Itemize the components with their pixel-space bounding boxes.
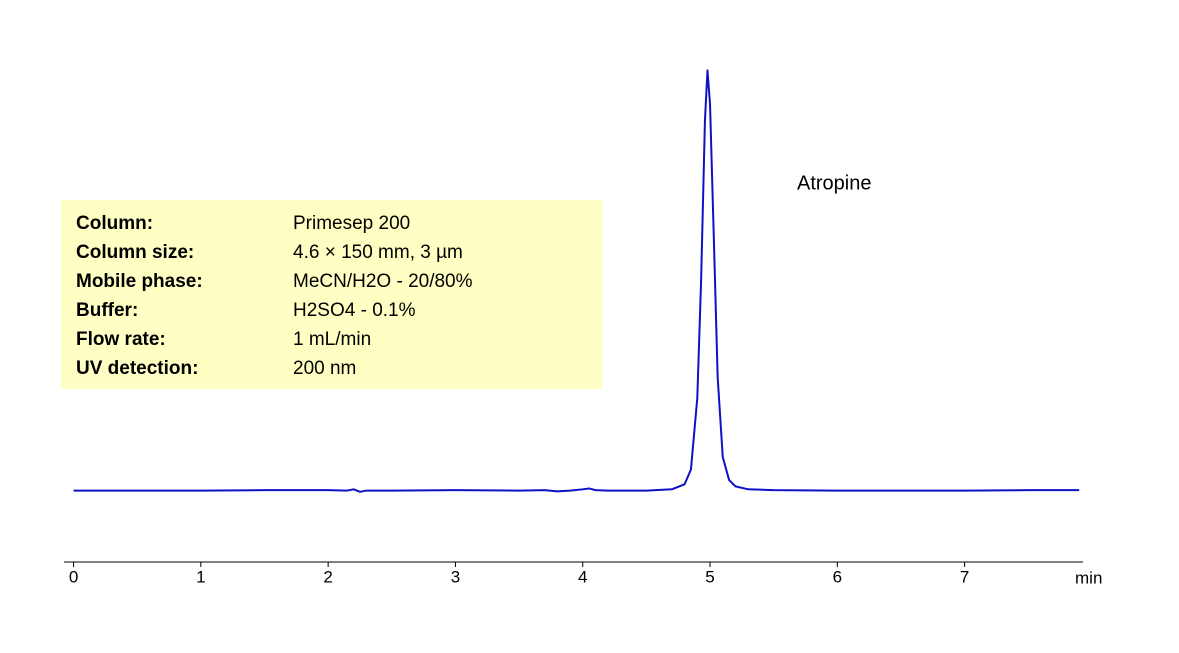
chromatogram-trace [73,69,1080,493]
x-tick-label: 3 [451,567,460,586]
x-tick-label: 6 [833,567,842,586]
x-tick-label: 4 [578,567,587,586]
x-tick-label: 1 [196,567,205,586]
x-tick-label: 2 [323,567,332,586]
condition-value: H2SO4 - 0.1% [293,300,416,321]
x-tick-label: 7 [960,567,969,586]
x-axis-label: min [1075,568,1102,587]
x-tick-label: 0 [69,567,78,586]
condition-value: 4.6 × 150 mm, 3 µm [293,242,463,263]
condition-label: Mobile phase: [76,271,203,292]
condition-label: Buffer: [76,300,138,321]
condition-label: UV detection: [76,358,198,379]
condition-value: MeCN/H2O - 20/80% [293,271,473,292]
condition-label: Column size: [76,242,194,263]
condition-value: Primesep 200 [293,213,410,234]
condition-value: 1 mL/min [293,329,371,350]
conditions-box [61,200,602,389]
x-tick-label: 5 [705,567,714,586]
peak-annotation: Atropine [797,172,872,194]
condition-label: Flow rate: [76,329,166,350]
condition-label: Column: [76,213,153,234]
condition-value: 200 nm [293,358,356,379]
